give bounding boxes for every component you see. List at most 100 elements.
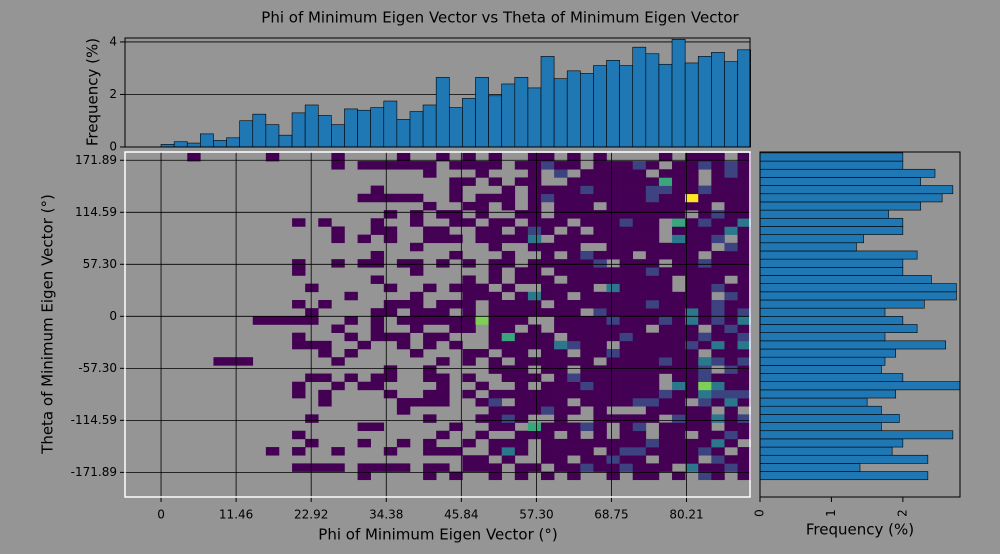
heatmap-cell — [370, 161, 385, 170]
heatmap-cell — [658, 340, 673, 350]
heatmap-cell — [711, 210, 725, 219]
heatmap-cell — [541, 430, 555, 440]
heatmap-cell — [423, 447, 437, 456]
heatmap-cell — [331, 324, 345, 333]
heatmap-cell — [567, 463, 581, 472]
heatmap-cell — [658, 152, 673, 162]
heatmap-cell — [711, 398, 725, 407]
heatmap-cell — [606, 226, 620, 235]
heatmap-cell — [672, 414, 686, 423]
heatmap-cell — [501, 447, 516, 456]
heatmap-cell — [462, 324, 476, 333]
heatmap-cell — [501, 389, 516, 399]
heatmap-cell — [580, 283, 594, 293]
bar — [759, 381, 961, 391]
heatmap-cell — [527, 308, 542, 317]
heatmap-cell — [619, 430, 634, 440]
heatmap-cell — [475, 226, 489, 235]
bar — [759, 340, 947, 350]
heatmap-cell — [462, 259, 476, 268]
heatmap-cell — [672, 332, 686, 342]
heatmap-cell — [619, 201, 634, 211]
axes-frame — [124, 151, 751, 498]
heatmap-cell — [737, 259, 751, 268]
bar — [435, 77, 450, 148]
heatmap-cell — [554, 210, 568, 219]
bar — [173, 141, 188, 148]
heatmap-cell — [645, 438, 660, 448]
heatmap-cell — [305, 373, 319, 382]
heatmap-cell — [527, 218, 542, 227]
heatmap-cell — [475, 455, 489, 464]
heatmap-cell — [436, 430, 450, 440]
heatmap-cell — [645, 161, 660, 170]
heatmap-cell — [488, 471, 503, 481]
heatmap-cell — [685, 357, 699, 366]
heatmap-cell — [593, 316, 607, 325]
heatmap-cell — [685, 242, 699, 252]
heatmap-cell — [606, 324, 620, 333]
y-tick-label: 171.89 — [75, 153, 117, 167]
heatmap-cell — [436, 381, 450, 391]
heatmap-cell — [672, 250, 686, 260]
heatmap-cell — [645, 373, 660, 382]
heatmap-cell — [567, 152, 581, 162]
heatmap-cell — [645, 226, 660, 235]
y-tick-label: 2 — [109, 87, 117, 101]
heatmap-cell — [514, 291, 529, 301]
heatmap-cell — [606, 447, 620, 456]
heatmap-cell — [724, 267, 738, 276]
heatmap-cell — [370, 332, 385, 342]
heatmap-cell — [488, 463, 503, 472]
heatmap-cell — [658, 267, 673, 276]
heatmap-cell — [527, 430, 542, 440]
heatmap-cell — [645, 242, 660, 252]
heatmap-cell — [619, 275, 634, 284]
y-axis-label: Theta of Minimum Eigen Vector (°) — [39, 194, 57, 455]
heatmap-cell — [567, 316, 581, 325]
heatmap-cell — [501, 193, 516, 203]
heatmap-cell — [685, 218, 699, 227]
heatmap-cell — [567, 275, 581, 284]
heatmap-cell — [541, 389, 555, 399]
heatmap-cell — [462, 152, 476, 162]
heatmap-cell — [593, 308, 607, 317]
heatmap-cell — [658, 447, 673, 456]
heatmap-cell — [619, 226, 634, 235]
heatmap-cell — [396, 438, 411, 448]
heatmap-cell — [711, 185, 725, 195]
heatmap-cell — [501, 218, 516, 227]
heatmap-cell — [462, 316, 476, 325]
bar — [488, 95, 503, 148]
heatmap-cell — [488, 365, 503, 374]
heatmap-cell — [606, 275, 620, 284]
heatmap-cell — [580, 463, 594, 472]
bar — [759, 275, 932, 284]
heatmap-cell — [724, 389, 738, 399]
heatmap-cell — [711, 177, 725, 186]
heatmap-cell — [462, 389, 476, 399]
bar — [540, 56, 555, 148]
heatmap-cell — [383, 365, 398, 374]
heatmap-cell — [685, 234, 699, 244]
heatmap-cell — [409, 242, 424, 252]
heatmap-cell — [724, 226, 738, 235]
bar — [759, 332, 886, 342]
y-tick-label: 114.59 — [75, 205, 117, 219]
heatmap-cell — [357, 438, 371, 448]
heatmap-cell — [698, 430, 712, 440]
bar — [759, 283, 957, 293]
bar — [759, 168, 936, 178]
heatmap-cell — [698, 234, 712, 244]
bar — [759, 463, 861, 472]
heatmap-cell — [396, 340, 411, 350]
heatmap-cell — [737, 275, 751, 284]
heatmap-cell — [737, 210, 751, 219]
bar — [759, 356, 886, 366]
heatmap-cell — [462, 357, 476, 366]
heatmap-cell — [619, 177, 634, 186]
heatmap-cell — [606, 389, 620, 399]
bar — [239, 120, 254, 148]
heatmap-cell — [724, 414, 738, 423]
